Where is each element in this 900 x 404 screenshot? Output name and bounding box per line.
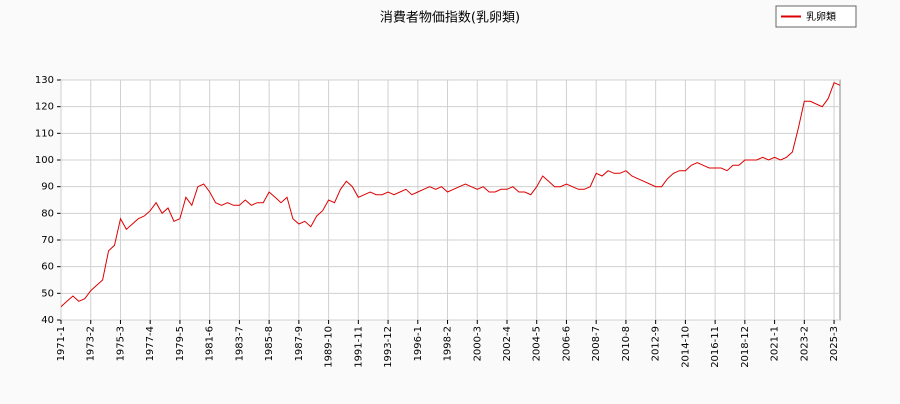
x-tick-label: 2016-11: [710, 326, 721, 368]
x-tick-label: 2002-4: [502, 326, 513, 361]
x-tick-label: 2012-9: [651, 326, 662, 361]
y-tick-label: 60: [41, 262, 54, 273]
x-tick-label: 1993-12: [383, 326, 394, 368]
x-tick-label: 2021-1: [770, 326, 781, 361]
y-tick-label: 110: [35, 128, 54, 139]
x-tick-label: 1991-11: [353, 326, 364, 368]
x-tick-label: 1996-1: [413, 326, 424, 361]
y-tick-label: 120: [35, 102, 54, 113]
x-tick-label: 2023-2: [799, 326, 810, 361]
x-tick-label: 1983-7: [234, 326, 245, 361]
x-tick-label: 2010-8: [621, 326, 632, 361]
x-tick-label: 1987-9: [294, 326, 305, 361]
x-tick-label: 1989-10: [324, 326, 335, 368]
x-tick-label: 1977-4: [145, 326, 156, 361]
x-tick-label: 2025-3: [829, 326, 840, 361]
y-tick-label: 130: [35, 75, 54, 86]
x-tick-label: 1973-2: [86, 326, 97, 361]
x-tick-label: 2004-5: [532, 326, 543, 361]
y-tick-label: 80: [41, 208, 54, 219]
plot-area: [60, 79, 841, 321]
x-tick-label: 2008-7: [591, 326, 602, 361]
x-tick-label: 1971-1: [56, 326, 67, 361]
x-tick-label: 2000-3: [472, 326, 483, 361]
y-tick-label: 90: [41, 182, 54, 193]
legend-label: 乳卵類: [806, 10, 836, 23]
x-tick-label: 2006-6: [561, 326, 572, 361]
chart-title: 消費者物価指数(乳卵類): [380, 11, 520, 26]
x-tick-label: 1979-5: [175, 326, 186, 361]
x-tick-label: 1981-6: [205, 326, 216, 361]
x-tick-label: 1998-2: [443, 326, 454, 361]
y-tick-label: 50: [41, 288, 54, 299]
y-tick-label: 40: [41, 315, 54, 326]
x-tick-label: 2018-12: [740, 326, 751, 368]
legend-box: [775, 5, 857, 28]
series-line: [60, 82, 841, 308]
y-tick-label: 70: [41, 235, 54, 246]
y-tick-label: 100: [35, 155, 54, 166]
x-tick-label: 1975-3: [115, 326, 126, 361]
x-tick-label: 2014-10: [680, 326, 691, 368]
x-tick-label: 1985-8: [264, 326, 275, 361]
